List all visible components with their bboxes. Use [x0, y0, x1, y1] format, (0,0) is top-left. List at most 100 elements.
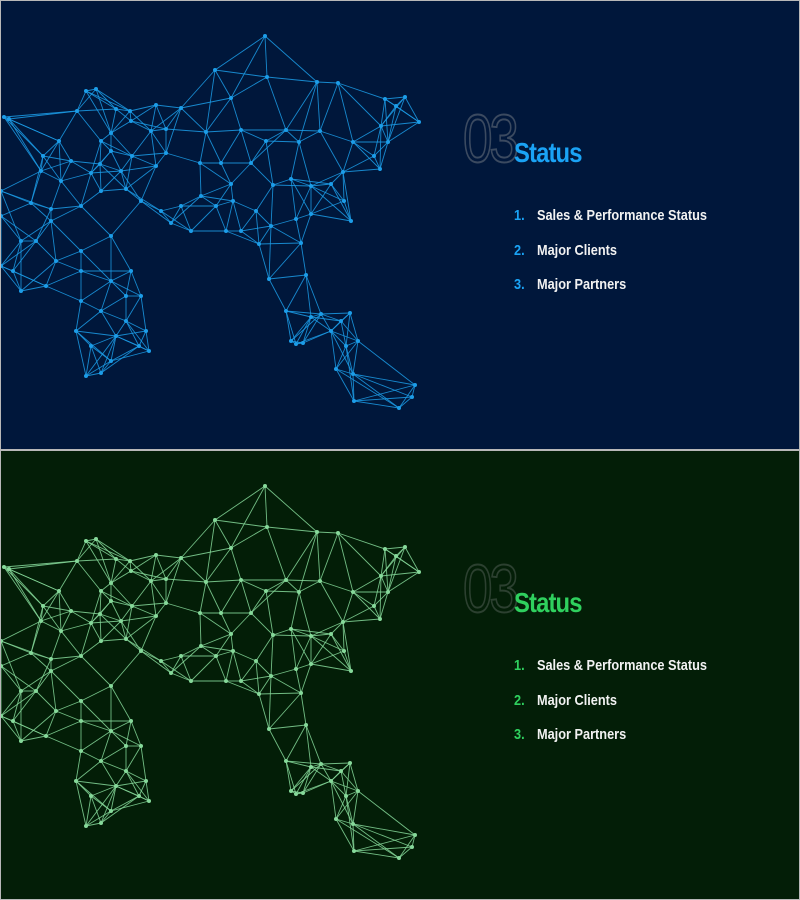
network-link	[1, 665, 22, 692]
network-node	[49, 219, 53, 223]
network-link	[100, 140, 133, 157]
network-link	[75, 300, 82, 332]
network-node	[351, 822, 355, 826]
network-link	[80, 640, 102, 657]
network-link	[379, 591, 389, 620]
network-link	[8, 118, 44, 157]
network-node	[339, 319, 343, 323]
network-link	[80, 730, 112, 752]
network-link	[115, 780, 147, 787]
network-link	[75, 760, 102, 782]
network-link	[264, 485, 268, 528]
network-node	[349, 219, 353, 223]
network-node	[79, 249, 83, 253]
network-link	[302, 780, 332, 794]
network-link	[214, 519, 268, 528]
network-link	[110, 235, 132, 272]
network-node	[229, 546, 233, 550]
network-link	[115, 558, 131, 562]
network-link	[330, 171, 344, 185]
network-node	[309, 634, 313, 638]
network-node	[128, 559, 132, 563]
network-link	[80, 655, 112, 687]
network-link	[310, 633, 332, 665]
network-link	[285, 81, 318, 131]
network-link	[265, 590, 300, 593]
network-node	[249, 161, 253, 165]
network-link	[290, 628, 297, 670]
network-link	[90, 172, 102, 192]
network-node	[79, 299, 83, 303]
network-link	[310, 183, 332, 215]
network-link	[165, 578, 207, 583]
network-node	[129, 719, 133, 723]
network-link	[35, 208, 52, 242]
agenda-item: 1. Sales & Performance Status	[514, 657, 707, 692]
network-link	[42, 140, 60, 157]
network-node	[341, 620, 345, 624]
network-link	[380, 121, 420, 127]
network-link	[285, 579, 300, 593]
network-link	[285, 760, 292, 792]
network-link	[337, 82, 386, 100]
network-node	[342, 199, 346, 203]
network-link	[310, 766, 332, 782]
network-link	[305, 274, 312, 318]
network-link	[180, 107, 207, 133]
network-link	[125, 605, 133, 640]
network-link	[200, 633, 232, 647]
network-link	[200, 195, 217, 207]
network-link	[387, 571, 420, 593]
network-link	[199, 612, 232, 635]
network-link	[290, 313, 322, 342]
network-node	[198, 611, 202, 615]
network-link	[310, 200, 345, 215]
network-link	[225, 230, 260, 245]
network-link	[300, 213, 312, 244]
network-link	[99, 613, 102, 642]
network-node	[271, 183, 275, 187]
network-link	[268, 728, 287, 762]
network-link	[110, 650, 142, 687]
network-link	[255, 660, 260, 695]
network-link	[20, 735, 47, 742]
network-link	[110, 730, 142, 747]
network-link	[110, 600, 122, 622]
network-link	[3, 566, 42, 622]
network-link	[380, 105, 397, 127]
item-number: 1.	[514, 657, 525, 674]
network-link	[1, 190, 52, 210]
network-link	[45, 720, 82, 737]
network-link	[1, 215, 37, 242]
network-link	[170, 672, 192, 682]
network-node	[257, 242, 261, 246]
network-link	[230, 162, 252, 185]
network-link	[352, 575, 382, 593]
network-node	[249, 611, 253, 615]
network-link	[290, 763, 322, 792]
network-node	[199, 194, 203, 198]
network-node	[372, 154, 376, 158]
network-link	[330, 780, 347, 797]
network-link	[100, 730, 112, 762]
network-node	[139, 649, 143, 653]
network-link	[320, 763, 332, 782]
network-link	[140, 615, 157, 652]
network-link	[100, 280, 112, 312]
network-link	[50, 205, 82, 210]
item-number: 3.	[514, 276, 525, 293]
network-node	[289, 627, 293, 631]
network-link	[255, 634, 274, 662]
network-link	[120, 165, 157, 172]
network-link	[384, 98, 389, 143]
network-link	[150, 130, 157, 167]
network-link	[60, 630, 82, 657]
network-link	[214, 35, 266, 71]
network-link	[110, 108, 117, 134]
network-link	[330, 330, 337, 370]
network-link	[380, 548, 386, 577]
network-node	[79, 204, 83, 208]
network-link	[205, 69, 216, 133]
network-link	[225, 680, 260, 695]
network-link	[40, 140, 60, 172]
